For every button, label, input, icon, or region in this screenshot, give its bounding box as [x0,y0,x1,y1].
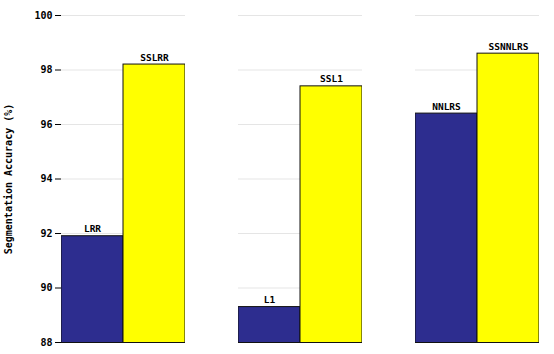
svg-text:SSL1: SSL1 [320,73,343,84]
svg-text:94: 94 [40,173,52,184]
svg-text:NNLRS: NNLRS [432,101,461,112]
svg-text:LRR: LRR [84,223,101,234]
svg-text:90: 90 [40,282,52,293]
svg-text:L1: L1 [264,294,276,305]
svg-text:88: 88 [40,337,52,348]
svg-text:SSNNLRS: SSNNLRS [488,41,528,52]
svg-text:96: 96 [40,119,52,130]
svg-text:SSLRR: SSLRR [140,52,169,63]
svg-text:100: 100 [34,10,52,21]
svg-text:92: 92 [40,228,52,239]
svg-text:Segmentation Accuracy (%): Segmentation Accuracy (%) [3,104,14,255]
svg-text:98: 98 [40,64,52,75]
